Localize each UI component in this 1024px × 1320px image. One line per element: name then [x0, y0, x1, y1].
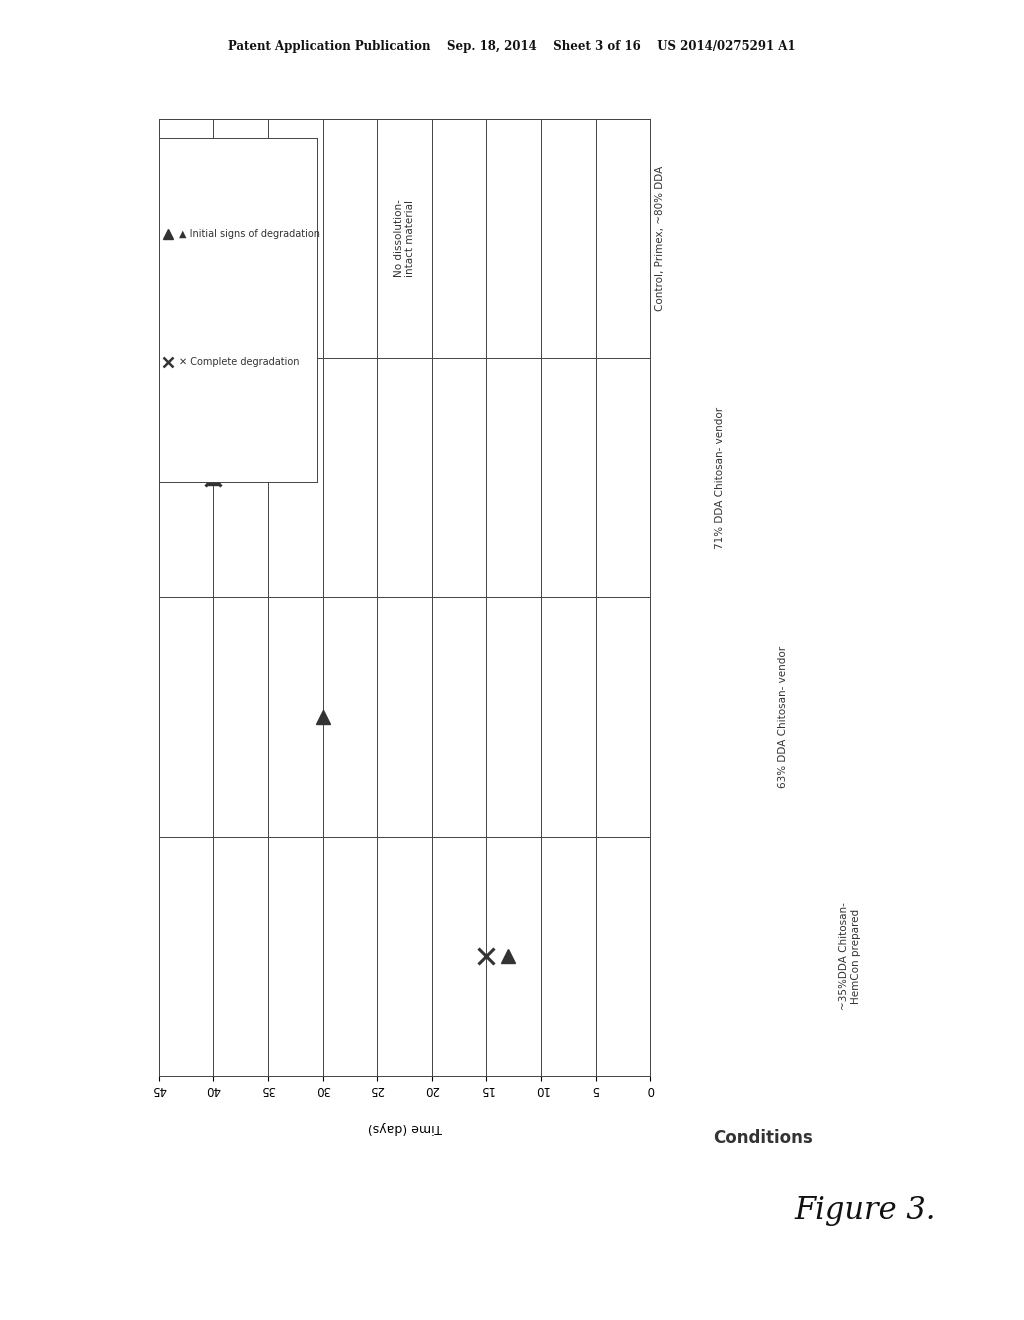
- Text: Conditions: Conditions: [713, 1129, 813, 1147]
- Text: ▲ Initial signs of degradation: ▲ Initial signs of degradation: [179, 230, 321, 239]
- Text: Patent Application Publication    Sep. 18, 2014    Sheet 3 of 16    US 2014/0275: Patent Application Publication Sep. 18, …: [228, 40, 796, 53]
- Text: ✕ Complete degradation: ✕ Complete degradation: [179, 356, 300, 367]
- Text: 71% DDA Chitosan- vendor: 71% DDA Chitosan- vendor: [715, 407, 725, 549]
- Text: ~35%DDA Chitosan-
HemCon prepared: ~35%DDA Chitosan- HemCon prepared: [839, 903, 861, 1010]
- Text: Control, Primex, ~80% DDA: Control, Primex, ~80% DDA: [655, 166, 666, 312]
- X-axis label: Time (days): Time (days): [368, 1122, 441, 1134]
- Text: Figure 3.: Figure 3.: [795, 1195, 936, 1225]
- Text: 63% DDA Chitosan- vendor: 63% DDA Chitosan- vendor: [778, 645, 788, 788]
- Text: No dissolution-
intact material: No dissolution- intact material: [393, 199, 416, 277]
